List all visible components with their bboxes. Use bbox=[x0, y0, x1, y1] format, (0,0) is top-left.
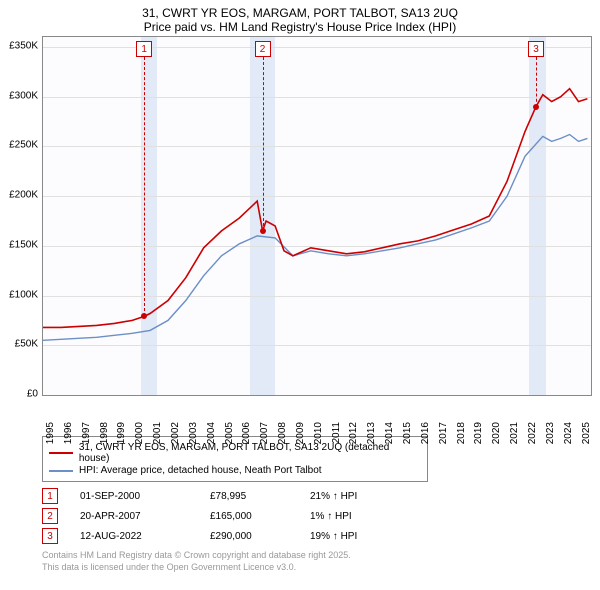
title-line-2: Price paid vs. HM Land Registry's House … bbox=[0, 20, 600, 34]
x-tick-label: 2013 bbox=[366, 422, 377, 444]
x-tick-label: 2010 bbox=[313, 422, 324, 444]
marker-point bbox=[533, 104, 539, 110]
marker-table: 1 01-SEP-2000 £78,995 21% ↑ HPI 2 20-APR… bbox=[42, 488, 590, 544]
x-tick-label: 2019 bbox=[473, 422, 484, 444]
series-line bbox=[43, 89, 587, 328]
marker-delta-1: 1% ↑ HPI bbox=[310, 511, 352, 522]
footer-line-1: Contains HM Land Registry data © Crown c… bbox=[42, 550, 590, 562]
x-tick-label: 2018 bbox=[456, 422, 467, 444]
x-axis: 1995199619971998199920002001200220032004… bbox=[42, 396, 590, 414]
x-tick-label: 2024 bbox=[563, 422, 574, 444]
x-tick-label: 2014 bbox=[384, 422, 395, 444]
x-tick-label: 1995 bbox=[45, 422, 56, 444]
x-tick-label: 2002 bbox=[170, 422, 181, 444]
y-tick-label: £250K bbox=[9, 140, 38, 151]
marker-row-0: 1 01-SEP-2000 £78,995 21% ↑ HPI bbox=[42, 488, 590, 504]
y-tick-label: £0 bbox=[27, 389, 38, 400]
footer-line-2: This data is licensed under the Open Gov… bbox=[42, 562, 590, 574]
chart-title: 31, CWRT YR EOS, MARGAM, PORT TALBOT, SA… bbox=[0, 0, 600, 36]
marker-price-1: £165,000 bbox=[210, 511, 310, 522]
marker-price-0: £78,995 bbox=[210, 491, 310, 502]
title-line-1: 31, CWRT YR EOS, MARGAM, PORT TALBOT, SA… bbox=[0, 6, 600, 20]
y-tick-label: £150K bbox=[9, 239, 38, 250]
y-axis: £0£50K£100K£150K£200K£250K£300K£350K bbox=[0, 36, 40, 394]
marker-label: 3 bbox=[528, 41, 544, 57]
marker-point bbox=[141, 313, 147, 319]
marker-box-0: 1 bbox=[42, 488, 58, 504]
x-tick-label: 2003 bbox=[188, 422, 199, 444]
marker-box-1: 2 bbox=[42, 508, 58, 524]
marker-delta-2: 19% ↑ HPI bbox=[310, 531, 357, 542]
y-tick-label: £50K bbox=[15, 339, 38, 350]
x-tick-label: 2020 bbox=[491, 422, 502, 444]
y-tick-label: £200K bbox=[9, 190, 38, 201]
marker-label: 1 bbox=[136, 41, 152, 57]
x-tick-label: 2012 bbox=[348, 422, 359, 444]
y-tick-label: £350K bbox=[9, 40, 38, 51]
chart-area: £0 £50K £100K £150K £200K £250K £300K £350K 1 2 3… bbox=[0, 36, 600, 414]
x-tick-label: 2007 bbox=[259, 422, 270, 444]
legend-swatch-0 bbox=[49, 452, 73, 454]
chart-container: { "title": { "line1": "31, CWRT YR EOS, … bbox=[0, 0, 600, 590]
x-tick-label: 2022 bbox=[527, 422, 538, 444]
x-tick-label: 1997 bbox=[81, 422, 92, 444]
x-tick-label: 2023 bbox=[545, 422, 556, 444]
x-tick-label: 2001 bbox=[152, 422, 163, 444]
x-tick-label: 1996 bbox=[63, 422, 74, 444]
x-tick-label: 2015 bbox=[402, 422, 413, 444]
marker-box-2: 3 bbox=[42, 528, 58, 544]
marker-row-1: 2 20-APR-2007 £165,000 1% ↑ HPI bbox=[42, 508, 590, 524]
series-svg bbox=[43, 37, 591, 395]
marker-delta-0: 21% ↑ HPI bbox=[310, 491, 357, 502]
footer: Contains HM Land Registry data © Crown c… bbox=[42, 550, 590, 573]
y-tick-label: £300K bbox=[9, 90, 38, 101]
x-tick-label: 2000 bbox=[134, 422, 145, 444]
legend-item-1: HPI: Average price, detached house, Neat… bbox=[49, 465, 421, 476]
x-tick-label: 2016 bbox=[420, 422, 431, 444]
legend-label-1: HPI: Average price, detached house, Neat… bbox=[79, 465, 322, 476]
x-tick-label: 2005 bbox=[224, 422, 235, 444]
x-tick-label: 2025 bbox=[581, 422, 592, 444]
marker-row-2: 3 12-AUG-2022 £290,000 19% ↑ HPI bbox=[42, 528, 590, 544]
x-tick-label: 2011 bbox=[331, 422, 342, 444]
marker-date-2: 12-AUG-2022 bbox=[80, 531, 210, 542]
y-tick-label: £100K bbox=[9, 289, 38, 300]
legend-swatch-1 bbox=[49, 470, 73, 472]
marker-date-1: 20-APR-2007 bbox=[80, 511, 210, 522]
x-tick-label: 2006 bbox=[241, 422, 252, 444]
marker-point bbox=[260, 228, 266, 234]
series-line bbox=[43, 135, 587, 341]
marker-label: 2 bbox=[255, 41, 271, 57]
x-tick-label: 2017 bbox=[438, 422, 449, 444]
legend-label-0: 31, CWRT YR EOS, MARGAM, PORT TALBOT, SA… bbox=[79, 442, 421, 464]
x-tick-label: 2021 bbox=[509, 422, 520, 444]
x-tick-label: 1998 bbox=[99, 422, 110, 444]
marker-date-0: 01-SEP-2000 bbox=[80, 491, 210, 502]
plot-area: 1 2 3 bbox=[42, 36, 592, 396]
x-tick-label: 1999 bbox=[116, 422, 127, 444]
x-tick-label: 2009 bbox=[295, 422, 306, 444]
x-tick-label: 2004 bbox=[206, 422, 217, 444]
marker-price-2: £290,000 bbox=[210, 531, 310, 542]
x-tick-label: 2008 bbox=[277, 422, 288, 444]
legend-item-0: 31, CWRT YR EOS, MARGAM, PORT TALBOT, SA… bbox=[49, 442, 421, 464]
